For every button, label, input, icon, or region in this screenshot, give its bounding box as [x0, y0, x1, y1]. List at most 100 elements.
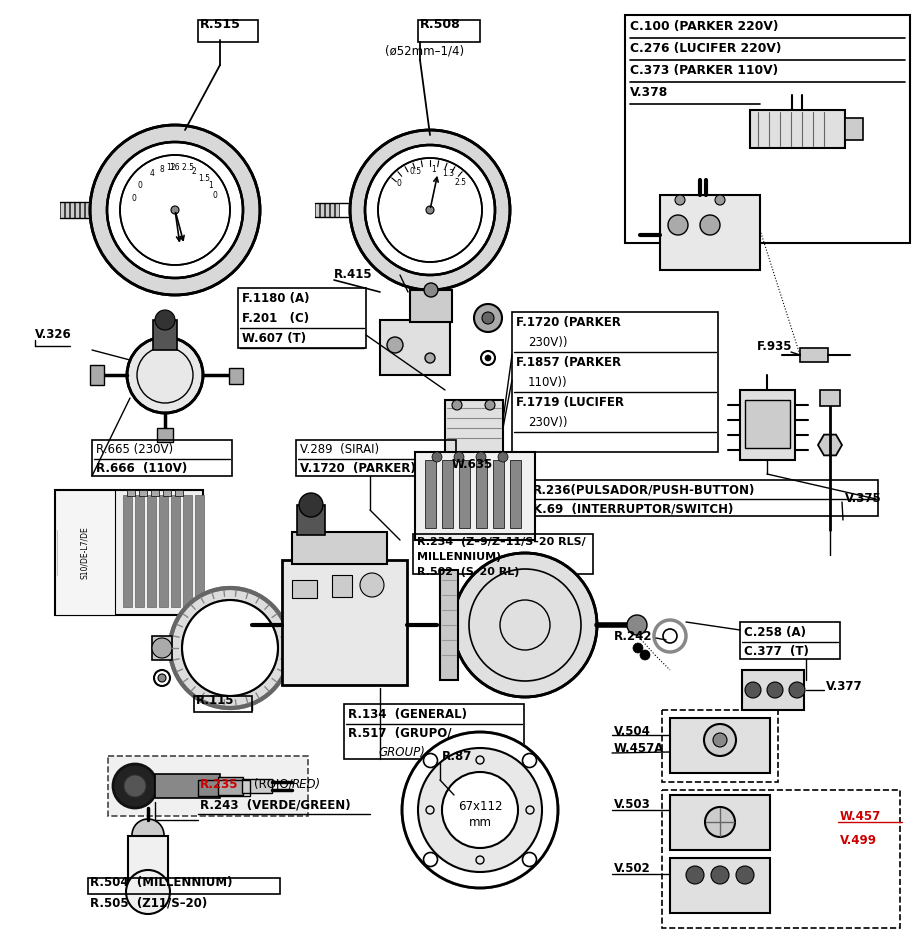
- Bar: [198, 20, 258, 42]
- Circle shape: [299, 493, 323, 517]
- Circle shape: [686, 866, 704, 884]
- Circle shape: [124, 775, 146, 797]
- Bar: [297, 505, 325, 535]
- Bar: [800, 348, 828, 362]
- Text: W.457: W.457: [840, 810, 881, 823]
- Bar: [315, 203, 319, 217]
- Bar: [171, 495, 180, 607]
- Text: 0: 0: [396, 180, 401, 188]
- Text: R.517  (GRUPO/: R.517 (GRUPO/: [348, 727, 451, 740]
- Circle shape: [378, 158, 482, 262]
- Circle shape: [402, 732, 558, 888]
- Bar: [80, 202, 84, 218]
- Bar: [153, 320, 177, 350]
- Circle shape: [418, 748, 542, 872]
- Bar: [445, 400, 503, 455]
- Text: V.377: V.377: [826, 680, 863, 693]
- Bar: [332, 575, 352, 597]
- Bar: [60, 202, 64, 218]
- Circle shape: [424, 283, 438, 297]
- Text: F.201   (C): F.201 (C): [242, 312, 309, 325]
- Circle shape: [154, 670, 170, 686]
- Circle shape: [132, 819, 164, 851]
- Circle shape: [704, 724, 736, 756]
- Bar: [126, 870, 170, 892]
- Circle shape: [675, 195, 685, 205]
- Bar: [425, 460, 436, 528]
- Bar: [88, 878, 280, 894]
- Circle shape: [715, 195, 725, 205]
- Bar: [163, 490, 171, 496]
- Bar: [55, 490, 115, 615]
- Bar: [55, 490, 203, 615]
- Text: 0.5: 0.5: [410, 167, 422, 176]
- Text: F.1720 (PARKER: F.1720 (PARKER: [516, 316, 621, 329]
- Text: K.69  (INTERRUPTOR/SWITCH): K.69 (INTERRUPTOR/SWITCH): [533, 502, 734, 515]
- Text: R.504  (MILLENNIUM): R.504 (MILLENNIUM): [90, 876, 233, 889]
- Text: R.505  (Z11/S–20): R.505 (Z11/S–20): [90, 896, 207, 909]
- Circle shape: [700, 215, 720, 235]
- Text: W.635: W.635: [452, 458, 493, 471]
- Bar: [510, 460, 521, 528]
- Text: W.457A: W.457A: [614, 742, 665, 755]
- Circle shape: [789, 682, 805, 698]
- Circle shape: [485, 400, 495, 410]
- Bar: [415, 452, 535, 540]
- Text: 1: 1: [208, 181, 213, 191]
- Circle shape: [668, 215, 688, 235]
- Text: V.504: V.504: [614, 725, 651, 738]
- Circle shape: [182, 600, 278, 696]
- Circle shape: [736, 866, 754, 884]
- Text: S10/DE-L7/DE: S10/DE-L7/DE: [81, 526, 90, 579]
- Text: 0: 0: [213, 191, 218, 200]
- Circle shape: [90, 125, 260, 295]
- Bar: [380, 320, 450, 375]
- Text: 8: 8: [160, 164, 164, 174]
- Text: R.502  (S–20 RL): R.502 (S–20 RL): [417, 567, 519, 577]
- Text: 1: 1: [431, 164, 436, 174]
- Circle shape: [171, 206, 179, 214]
- Text: V.375: V.375: [845, 492, 882, 505]
- Bar: [85, 202, 89, 218]
- Circle shape: [633, 643, 643, 653]
- Text: V.378: V.378: [630, 86, 668, 99]
- Bar: [740, 390, 795, 460]
- Bar: [410, 290, 452, 322]
- Text: V.499: V.499: [840, 834, 877, 847]
- Bar: [418, 20, 480, 42]
- Circle shape: [120, 155, 230, 265]
- Text: V.326: V.326: [35, 328, 72, 341]
- Text: R.236(PULSADOR/PUSH-BUTTON): R.236(PULSADOR/PUSH-BUTTON): [533, 483, 756, 496]
- Text: R.243  (VERDE/GREEN): R.243 (VERDE/GREEN): [200, 798, 350, 811]
- Bar: [296, 440, 456, 476]
- Text: V.502: V.502: [614, 862, 651, 875]
- Circle shape: [155, 310, 175, 330]
- Bar: [344, 704, 524, 759]
- Text: 12: 12: [167, 163, 176, 172]
- Circle shape: [452, 400, 462, 410]
- Bar: [123, 495, 132, 607]
- Bar: [70, 202, 74, 218]
- Bar: [195, 495, 204, 607]
- Text: 16 2.5: 16 2.5: [170, 163, 193, 172]
- Circle shape: [745, 682, 761, 698]
- Circle shape: [113, 764, 157, 808]
- Text: 0: 0: [138, 180, 142, 190]
- Text: MILLENNIUM): MILLENNIUM): [417, 552, 502, 562]
- Bar: [238, 288, 366, 348]
- Bar: [670, 795, 770, 850]
- Text: R.508: R.508: [420, 18, 460, 31]
- Circle shape: [152, 638, 172, 658]
- Text: 230V)): 230V)): [528, 336, 568, 349]
- Circle shape: [158, 674, 166, 682]
- Bar: [662, 710, 778, 782]
- Bar: [335, 203, 339, 217]
- Bar: [845, 118, 863, 140]
- Bar: [745, 400, 790, 448]
- Text: V.503: V.503: [614, 798, 651, 811]
- Text: R.242: R.242: [614, 630, 653, 643]
- Text: 67x112: 67x112: [458, 800, 503, 813]
- Bar: [325, 203, 329, 217]
- Text: R.515: R.515: [200, 18, 241, 31]
- Bar: [740, 622, 840, 659]
